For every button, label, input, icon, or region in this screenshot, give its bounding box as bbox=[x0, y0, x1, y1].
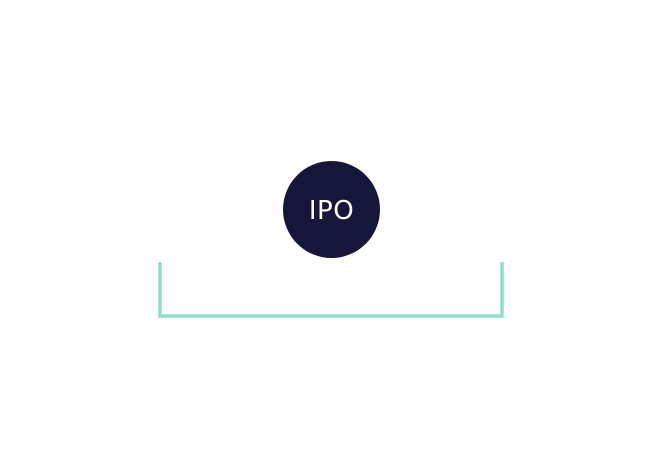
bracket-path bbox=[158, 262, 504, 318]
ipo-badge: IPO bbox=[283, 161, 380, 258]
bracket-line bbox=[158, 262, 504, 318]
ipo-badge-label: IPO bbox=[308, 195, 355, 226]
